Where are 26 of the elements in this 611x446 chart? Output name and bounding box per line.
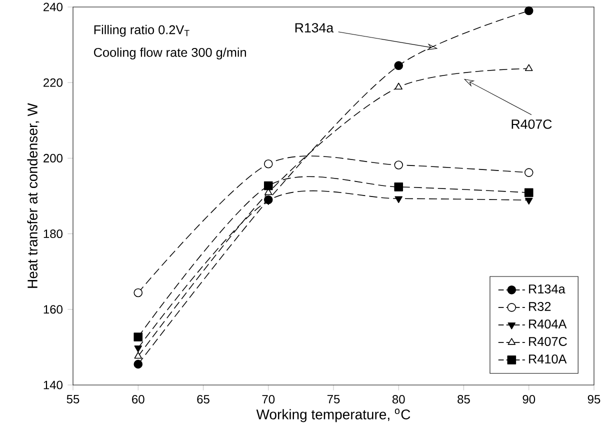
x-tick-label: 80 [392, 395, 405, 404]
x-tick-label: 70 [262, 395, 275, 404]
legend-label: R32 [529, 302, 551, 311]
annotation: R134a [295, 23, 334, 32]
x-axis-title: Working temperature, $^{o}$C [256, 408, 410, 422]
y-tick-label: 200 [44, 154, 62, 162]
y-axis-title: Heat transfer at condenser, W [27, 103, 40, 288]
x-tick-label: 95 [588, 395, 600, 404]
legend-label: R134a [529, 284, 566, 294]
y-tick-label: 180 [44, 230, 62, 238]
legend-label: R407C [529, 337, 567, 346]
annotation: Filling ratio 0.2V$_{T}$ [94, 24, 190, 37]
x-tick-label: 75 [327, 395, 340, 404]
x-tick-label: 85 [458, 395, 470, 404]
y-tick-label: 220 [44, 78, 62, 87]
x-tick-label: 55 [66, 395, 80, 404]
y-tick-label: 160 [44, 305, 62, 314]
legend-label: R410A [529, 354, 567, 364]
x-tick-label: 65 [197, 395, 210, 404]
x-tick-label: 60 [132, 395, 144, 404]
x-tick-label: 90 [522, 395, 536, 404]
annotation: R407C [512, 119, 552, 129]
y-tick-label: 240 [44, 2, 62, 12]
legend-label: R404A [529, 320, 567, 328]
annotation: Cooling flow rate 300 g/min [94, 48, 246, 60]
y-tick-label: 140 [44, 380, 62, 390]
